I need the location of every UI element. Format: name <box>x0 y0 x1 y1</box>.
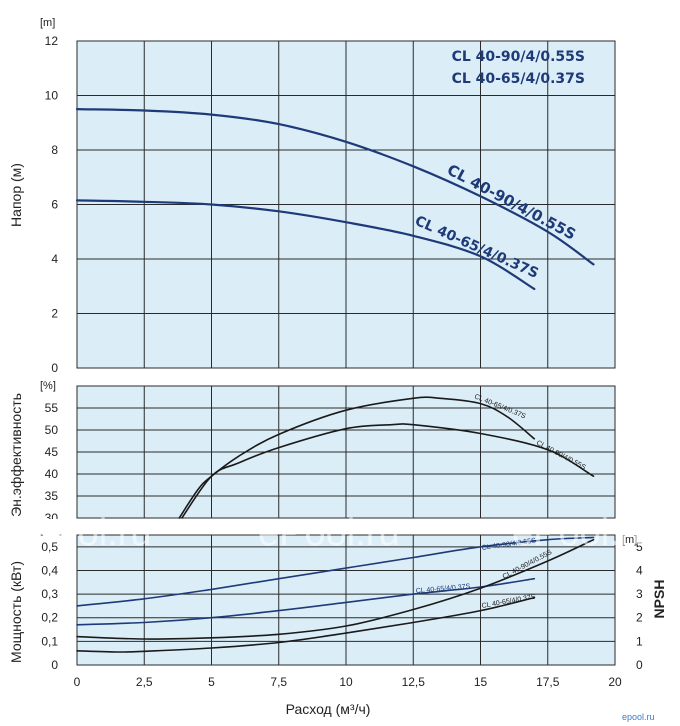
npsh-unit: [m] <box>622 534 637 546</box>
y-tick-label: 12 <box>45 34 59 48</box>
x-tick-label: 2,5 <box>136 675 153 689</box>
y-tick-label: 35 <box>45 489 59 503</box>
power-y-ticks: 0 0,1 0,2 0,3 0,4 0,5 <box>41 540 58 672</box>
y-tick-label: 55 <box>45 401 59 415</box>
npsh-y-axis-label: NPSH <box>651 580 667 619</box>
x-tick-label: 5 <box>208 675 215 689</box>
x-tick-label: 20 <box>608 675 622 689</box>
power-series-line <box>76 577 536 626</box>
power-series-line <box>76 536 595 607</box>
head-grid <box>77 41 615 368</box>
y-tick-label: 3 <box>636 587 643 601</box>
y-tick-label: 10 <box>45 89 59 103</box>
head-unit: [m] <box>40 17 55 29</box>
efficiency-series <box>178 396 595 519</box>
head-title-line-1: CL 40-90/4/0.55S <box>452 49 585 65</box>
panel-separator-band <box>0 519 680 534</box>
y-tick-label: 2 <box>636 611 643 625</box>
head-series <box>75 108 595 291</box>
y-tick-label: 1 <box>636 634 643 648</box>
npsh-y-ticks: 0 1 2 3 4 5 <box>636 540 643 672</box>
watermark: ePool.ru <box>258 512 400 554</box>
series-line <box>75 199 536 291</box>
x-tick-label: 10 <box>339 675 353 689</box>
y-tick-label: 0,4 <box>41 563 58 577</box>
series-line <box>181 423 595 519</box>
y-tick-label: 0,5 <box>41 540 58 554</box>
x-tick-label: 0 <box>74 675 81 689</box>
watermarks: ePool.ru ePool.ru ePool.ru <box>10 512 654 554</box>
x-tick-label: 17,5 <box>536 675 560 689</box>
head-title-line-2: CL 40-65/4/0.37S <box>452 71 585 87</box>
y-tick-label: 50 <box>45 423 59 437</box>
efficiency-y-axis-label: Эн.эффективность <box>8 393 24 517</box>
y-tick-label: 40 <box>45 467 59 481</box>
head-y-ticks: 0 2 4 6 8 10 12 <box>45 34 59 375</box>
series-line <box>178 396 536 519</box>
y-tick-label: 2 <box>51 307 58 321</box>
x-tick-label: 7,5 <box>270 675 287 689</box>
x-axis-label: Расход (м³/ч) <box>286 701 371 717</box>
y-tick-label: 0,1 <box>41 634 58 648</box>
x-axis-ticks: 0 2,5 5 7,5 10 12,5 15 17,5 20 <box>74 675 622 689</box>
power-panel: 0 0,1 0,2 0,3 0,4 0,5 0 1 2 3 4 5 0 2,5 5 7,5 10 12,5 15… <box>8 524 667 717</box>
x-tick-label: 12,5 <box>402 675 426 689</box>
power-curve-label-037: CL 40-65/4/0.37S <box>416 583 471 595</box>
y-tick-label: 45 <box>45 445 59 459</box>
watermark: ePool.ru <box>10 512 152 554</box>
y-tick-label: 4 <box>636 563 643 577</box>
y-tick-label: 8 <box>51 143 58 157</box>
watermark: ePool.ru <box>512 512 654 554</box>
y-tick-label: 5 <box>636 540 643 554</box>
y-tick-label: 0 <box>51 361 58 375</box>
y-tick-label: 6 <box>51 198 58 212</box>
efficiency-unit: [%] <box>40 380 56 392</box>
y-tick-label: 0,2 <box>41 611 58 625</box>
npsh-series-line <box>76 596 536 653</box>
y-tick-label: 0 <box>51 658 58 672</box>
head-y-axis-label: Напор (м) <box>8 163 24 227</box>
x-tick-label: 15 <box>474 675 488 689</box>
npsh-series-line <box>76 538 595 640</box>
series-line <box>75 108 595 266</box>
y-tick-label: 0,3 <box>41 587 58 601</box>
power-y-axis-label: Мощность (кВт) <box>8 561 24 663</box>
power-series <box>76 536 595 653</box>
y-tick-label: 0 <box>636 658 643 672</box>
head-panel: 0 2 4 6 8 10 12 [m] Напор (м) CL 40-90/4/0.55S… <box>8 17 616 375</box>
y-tick-label: 4 <box>51 252 58 266</box>
brand-logo: epool.ru <box>622 712 655 722</box>
